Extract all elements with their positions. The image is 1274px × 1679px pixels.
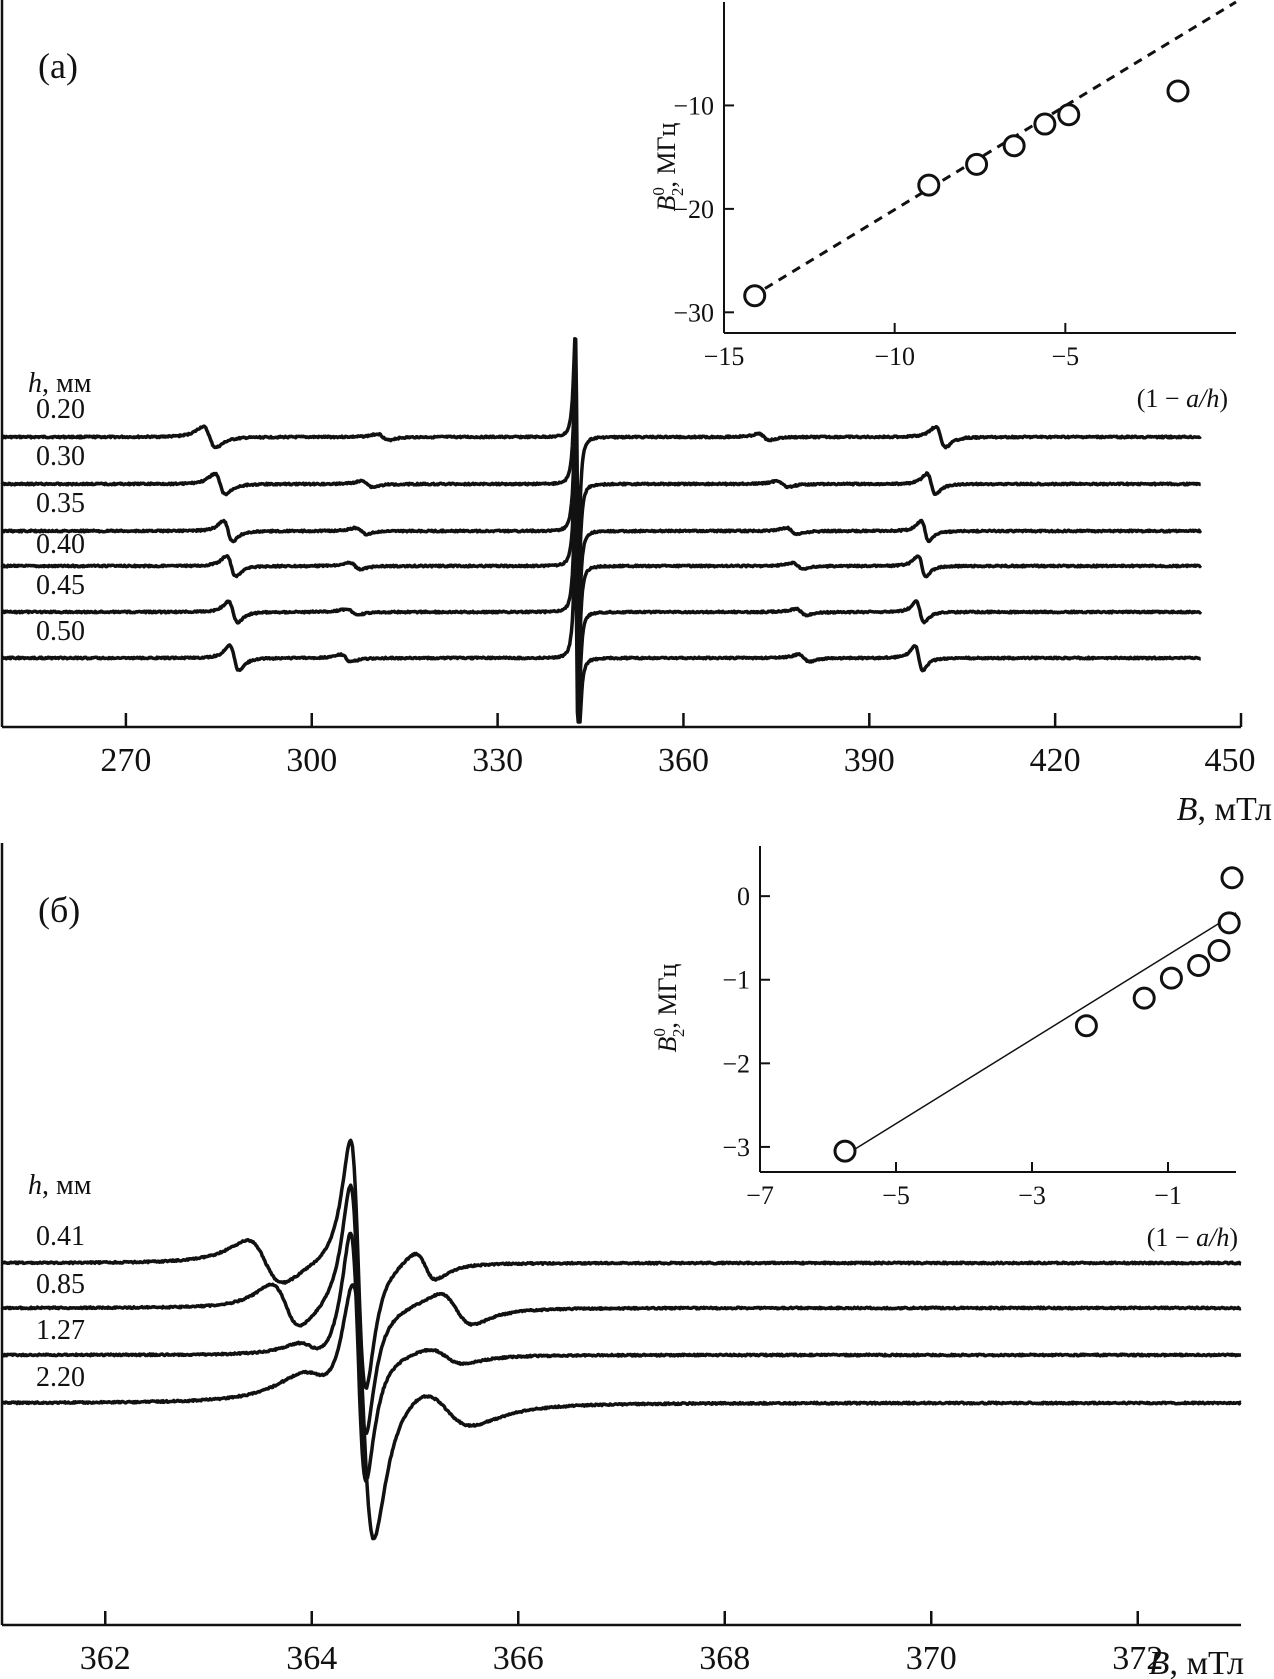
inset-data-point — [1217, 911, 1241, 935]
panel-a: (а) 270 300 330 360 390 420 450 0.200.300.350.… — [0, 0, 1272, 828]
x-tick-label: 366 — [493, 1640, 544, 1677]
panel-a-series-labels: 0.20 0.30 0.35 0.40 0.45 0.50 — [36, 394, 85, 647]
inset-y-tick-label: −1 — [722, 966, 750, 995]
series-label-0.85: 0.85 — [36, 1269, 85, 1300]
x-tick-label: 390 — [844, 742, 895, 779]
x-tick-label: 360 — [658, 742, 709, 779]
panel-b-x-axis-title: B, мТл — [1149, 1645, 1244, 1679]
spectrum-0.40 — [0, 465, 1203, 670]
x-tick-label: 300 — [286, 742, 337, 779]
x-tick-label: 372 — [1112, 1640, 1163, 1677]
inset-data-point — [1166, 79, 1190, 103]
panel-b: (б) 362 364 366 368 370 372 0.410.851.272.20 … — [0, 840, 1244, 1679]
panel-a-inset-ticks: −15 −10 −5 −30 −20 −10 — [673, 91, 1079, 371]
inset-data-point — [1057, 103, 1081, 127]
panel-b-inset-x-title: (1 − a/h) — [1147, 1223, 1238, 1252]
series-label-0.50: 0.50 — [36, 616, 85, 647]
inset-data-point — [1002, 134, 1026, 158]
panel-a-inset-x-title: (1 − a/h) — [1137, 384, 1228, 413]
panel-b-inset-y-title: B02, МГц — [650, 963, 688, 1052]
panel-b-inset: −7 −5 −3 −1 −3 −2 −1 0 (1 − a/h) B02, МГц — [650, 840, 1244, 1252]
series-label-0.30: 0.30 — [36, 441, 85, 472]
panel-a-inset: −15 −10 −5 −30 −20 −10 (1 − a/h) B02, МГц — [649, 0, 1237, 413]
panel-a-spectra — [0, 336, 1203, 724]
inset-data-point — [965, 152, 989, 176]
x-tick-label: 270 — [100, 742, 151, 779]
inset-data-point — [1074, 1014, 1098, 1038]
panel-a-inset-points — [743, 79, 1190, 308]
spectrum-0.50 — [1, 557, 1202, 724]
inset-y-tick-label: −3 — [722, 1133, 750, 1162]
panel-a-inset-fit — [764, 0, 1237, 290]
panel-b-inset-bg — [756, 840, 1242, 1178]
x-tick-label: 330 — [472, 742, 523, 779]
spectrum-0.41 — [0, 1138, 1242, 1390]
spectrum-0.35 — [0, 430, 1203, 635]
panel-b-label: (б) — [38, 890, 80, 930]
panel-b-spectra — [0, 1138, 1242, 1541]
panel-b-inset-points — [833, 866, 1244, 1163]
inset-y-tick-label: −2 — [722, 1049, 750, 1078]
x-tick-label: 368 — [699, 1640, 750, 1677]
panel-a-x-axis-title: B, мТл — [1177, 791, 1272, 828]
inset-y-tick-label: −20 — [673, 195, 714, 224]
x-tick-label: 420 — [1030, 742, 1081, 779]
panel-a-x-ticks: 270 300 330 360 390 420 450 — [100, 713, 1256, 779]
inset-x-tick-label: −15 — [704, 342, 745, 371]
spectrum-2.20 — [1, 1283, 1242, 1541]
inset-fit-line — [844, 912, 1237, 1156]
panel-b-inset-fit — [844, 912, 1237, 1156]
inset-x-tick-label: −5 — [1051, 342, 1079, 371]
panel-b-series-labels: 0.41 0.85 1.27 2.20 — [36, 1221, 85, 1393]
inset-y-tick-label: −30 — [673, 298, 714, 327]
spectrum-0.20 — [1, 336, 1202, 541]
inset-data-point — [1187, 954, 1211, 978]
x-tick-label: 450 — [1205, 742, 1256, 779]
panel-b-x-ticks: 362 364 366 368 370 372 — [80, 1611, 1163, 1677]
inset-fit-line — [764, 0, 1237, 290]
inset-x-tick-label: −7 — [746, 1181, 774, 1210]
spectrum-0.85 — [0, 1183, 1242, 1436]
x-tick-label: 364 — [286, 1640, 337, 1677]
panel-a-label: (а) — [38, 46, 78, 86]
spectrum-1.27 — [0, 1231, 1242, 1483]
inset-x-tick-label: −1 — [1154, 1181, 1182, 1210]
panel-b-legend-title: h, мм — [28, 1170, 92, 1201]
series-label-2.20: 2.20 — [36, 1362, 85, 1393]
inset-x-tick-label: −5 — [882, 1181, 910, 1210]
panel-a-inset-y-title: B02, МГц — [649, 122, 687, 211]
inset-data-point — [1132, 986, 1156, 1010]
x-tick-label: 362 — [80, 1640, 131, 1677]
inset-y-tick-label: 0 — [737, 882, 750, 911]
x-tick-label: 370 — [906, 1640, 957, 1677]
inset-x-tick-label: −10 — [874, 342, 915, 371]
panel-a-legend-title: h, мм — [28, 368, 92, 399]
inset-data-point — [917, 173, 941, 197]
series-label-0.40: 0.40 — [36, 529, 85, 560]
series-label-0.20: 0.20 — [36, 394, 85, 425]
spectrum-0.45 — [1, 511, 1203, 716]
inset-y-tick-label: −10 — [673, 91, 714, 120]
inset-x-tick-label: −3 — [1018, 1181, 1046, 1210]
inset-data-point — [1220, 866, 1244, 890]
inset-data-point — [1033, 112, 1057, 136]
series-label-0.45: 0.45 — [36, 570, 85, 601]
series-label-1.27: 1.27 — [36, 1315, 85, 1346]
series-label-0.35: 0.35 — [36, 488, 85, 519]
inset-data-point — [1159, 966, 1183, 990]
spectrum-0.30 — [0, 382, 1202, 587]
panel-b-inset-ticks: −7 −5 −3 −1 −3 −2 −1 0 — [722, 882, 1182, 1210]
inset-data-point — [1207, 938, 1231, 962]
series-label-0.41: 0.41 — [36, 1221, 85, 1252]
inset-data-point — [743, 284, 767, 308]
inset-data-point — [833, 1139, 857, 1163]
